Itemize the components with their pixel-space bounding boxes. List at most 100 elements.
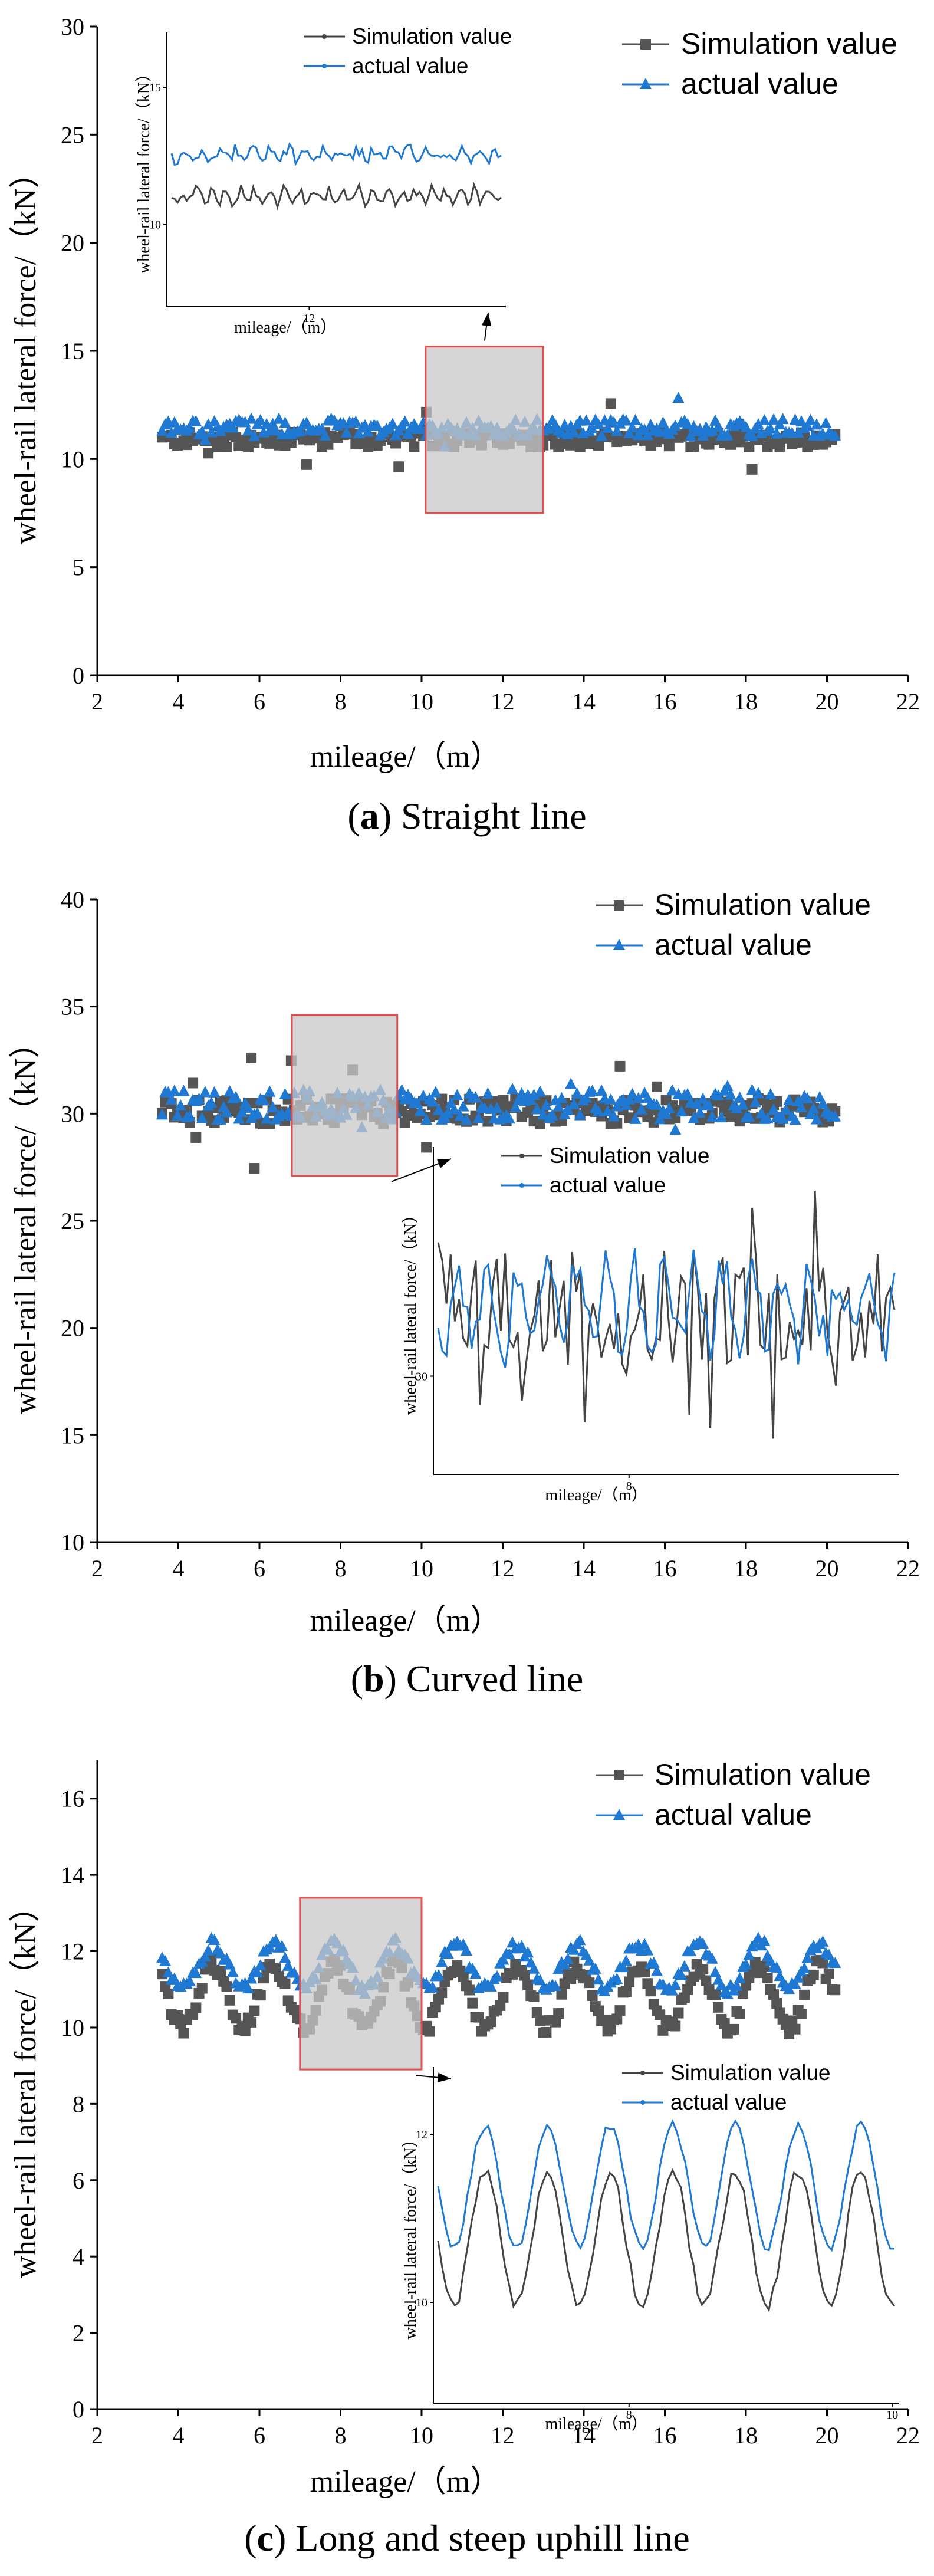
- simulation-point: [178, 2028, 189, 2039]
- y-tick-label: 6: [73, 2167, 84, 2194]
- inset-legend-label-actual: actual value: [550, 1173, 666, 1197]
- simulation-point: [679, 1992, 690, 2003]
- actual-point: [236, 1106, 248, 1118]
- legend-label-simulation: Simulation value: [655, 1758, 871, 1791]
- legend-marker-simulation: [640, 39, 651, 50]
- simulation-point: [624, 1976, 635, 1987]
- actual-point: [254, 413, 267, 425]
- actual-point: [571, 1087, 583, 1099]
- chart-panel-b: 2 4 6 8 10 12 14 16 18 20 22 10 15 20 25 30 35 40 mileage/…: [9, 886, 920, 1700]
- simulation-point: [645, 1986, 656, 1997]
- inset-x-title: mileage/（m）: [234, 318, 337, 337]
- inset-y-title: wheel-rail lateral force/（kN）: [401, 1207, 420, 1415]
- actual-point: [586, 1085, 598, 1096]
- actual-point: [721, 1987, 734, 1999]
- simulation-point: [215, 1966, 226, 1977]
- actual-point: [350, 415, 362, 427]
- actual-point: [706, 1110, 718, 1122]
- actual-point: [172, 1109, 184, 1121]
- zoom-region: [425, 346, 544, 514]
- simulation-point: [485, 2016, 496, 2028]
- actual-point: [580, 414, 593, 426]
- actual-point: [515, 1940, 528, 1951]
- x-tick-label: 16: [653, 1555, 677, 1582]
- simulation-point: [728, 2023, 739, 2035]
- actual-point: [279, 1951, 291, 1963]
- inset-x-tick-label: 8: [626, 2409, 632, 2421]
- simulation-point: [541, 2026, 552, 2038]
- actual-point: [629, 1112, 642, 1124]
- x-tick-label: 16: [653, 688, 677, 715]
- actual-point: [749, 1096, 761, 1108]
- x-tick-label: 10: [410, 1555, 433, 1582]
- actual-point: [682, 1087, 694, 1099]
- actual-point: [688, 1112, 700, 1123]
- x-axis-title: mileage/（m）: [310, 2465, 501, 2499]
- actual-point: [721, 429, 734, 441]
- actual-point: [768, 413, 780, 425]
- simulation-point: [390, 438, 402, 449]
- actual-point: [561, 1103, 574, 1115]
- inset-x-tick-label: 12: [304, 312, 315, 325]
- actual-point: [429, 1086, 442, 1098]
- actual-point: [736, 1098, 749, 1110]
- inset-simulation-line: [437, 2168, 896, 2313]
- simulation-point: [725, 439, 736, 450]
- actual-point: [672, 392, 685, 403]
- actual-point: [165, 426, 177, 438]
- simulation-point: [519, 1970, 530, 1981]
- actual-point: [485, 1980, 497, 1992]
- x-tick-label: 20: [815, 688, 839, 715]
- actual-point: [534, 1085, 546, 1097]
- simulation-point: [584, 1977, 595, 1989]
- actual-point: [697, 429, 709, 441]
- actual-point: [669, 1123, 682, 1135]
- y-tick-label: 10: [61, 1529, 84, 1556]
- actual-point: [528, 1962, 540, 1974]
- actual-point: [777, 413, 789, 425]
- actual-point: [620, 414, 632, 426]
- actual-point: [703, 1099, 715, 1110]
- actual-point: [552, 1963, 565, 1974]
- simulation-point: [528, 1991, 540, 2002]
- y-tick-label: 20: [61, 230, 84, 257]
- y-axis-title: wheel-rail lateral force/（kN）: [9, 1027, 42, 1414]
- y-tick-label: 40: [61, 886, 84, 913]
- x-tick-label: 2: [91, 688, 103, 715]
- legend-label-actual: actual value: [681, 67, 838, 100]
- actual-point: [242, 1102, 254, 1113]
- actual-point: [294, 425, 307, 436]
- actual-point: [758, 414, 771, 426]
- actual-point: [580, 1092, 593, 1103]
- figure-caption: (b) Curved line: [351, 1658, 584, 1700]
- simulation-point: [663, 441, 675, 452]
- actual-point: [239, 416, 251, 428]
- simulation-point: [830, 1984, 841, 1996]
- actual-point: [433, 1969, 445, 1980]
- actual-point: [491, 1102, 504, 1113]
- inset-legend-label-actual: actual value: [670, 2090, 787, 2114]
- x-tick-label: 16: [653, 2422, 677, 2449]
- actual-point: [433, 1103, 445, 1115]
- actual-point: [175, 1099, 187, 1111]
- actual-point: [651, 1099, 663, 1110]
- actual-point: [589, 1962, 601, 1974]
- actual-point: [715, 1111, 728, 1123]
- x-tick-label: 8: [335, 1555, 347, 1582]
- actual-point: [629, 413, 642, 425]
- actual-point: [777, 1112, 789, 1124]
- actual-point: [654, 1113, 666, 1125]
- y-tick-label: 0: [73, 2396, 84, 2423]
- actual-point: [764, 1088, 777, 1100]
- actual-point: [353, 427, 365, 439]
- simulation-point: [279, 1978, 291, 1989]
- actual-point: [620, 1099, 632, 1110]
- inset-legend-marker-actual: [322, 64, 327, 68]
- inset-legend-label-actual: actual value: [352, 54, 468, 78]
- simulation-point: [239, 2025, 251, 2036]
- simulation-point: [670, 2020, 681, 2032]
- actual-point: [663, 1102, 675, 1113]
- y-tick-label: 25: [61, 1208, 84, 1234]
- x-tick-label: 18: [734, 2422, 758, 2449]
